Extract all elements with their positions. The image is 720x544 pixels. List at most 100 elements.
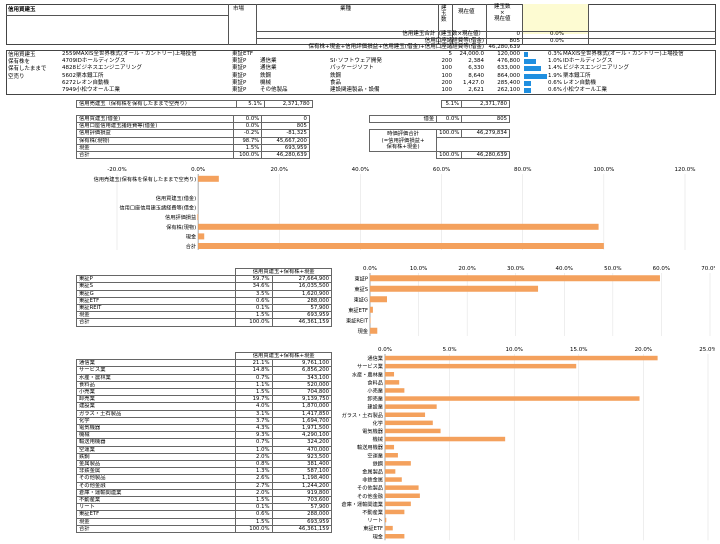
col-qty-header: 建 玉 数 bbox=[441, 5, 447, 23]
tick-label: 40.0% bbox=[352, 167, 369, 173]
holding-pct: 1.0% bbox=[548, 58, 562, 65]
holding-price: 2,621 bbox=[468, 87, 484, 93]
table-cell-value: 16,035,500 bbox=[271, 282, 332, 291]
bar bbox=[385, 477, 402, 482]
table-cell-label: 倉庫・運輸関連業 bbox=[75, 488, 237, 498]
table-row: 輸送用機器 0.7% 324,200 bbox=[75, 438, 332, 447]
category-label: 不動産業 bbox=[362, 508, 383, 516]
holding-sector: 通信業 bbox=[260, 65, 277, 72]
category-label: 建設業 bbox=[367, 403, 383, 411]
balance-table: 信用買建玉(借金) 0.0% 0 借金 0.0% 805 信用口座信用建玉諸経費等(借金)… bbox=[75, 114, 510, 160]
holding-price: 24,000.0 bbox=[459, 51, 485, 57]
tick-label: 120.0% bbox=[675, 167, 696, 173]
holding-value: 476,800 bbox=[497, 58, 520, 65]
table-cell-value: 46,361,159 bbox=[271, 524, 332, 534]
table-cell-value: 1,870,000 bbox=[271, 402, 332, 411]
table-cell-value: 4,290,100 bbox=[271, 431, 332, 440]
table-cell-label: ガラス・土石製品 bbox=[75, 409, 237, 418]
category-label: リート bbox=[367, 518, 383, 524]
table-cell-pct: 1.0% bbox=[235, 445, 273, 454]
table-cell-label: 東証ETF bbox=[75, 296, 237, 306]
short-row-table: 信用売建玉（保有株を保有したままで空売り） 5.1% 2,371,780 5.1… bbox=[76, 99, 510, 109]
tick-label: -20.0% bbox=[107, 167, 126, 173]
table-row: 合計 100.0% 46,361,159 bbox=[75, 524, 332, 534]
sector-table: 信用買建玉+保有株+現金 通信業 21.1% 9,761,100 サービス業 14.8% 6… bbox=[75, 351, 332, 534]
holding-name: レオン自動機 bbox=[76, 79, 110, 86]
category-label: 卸売業 bbox=[367, 395, 383, 403]
holding-name-repeat: 小松ウオール工業 bbox=[563, 87, 608, 93]
table-cell-label: 卸売業 bbox=[75, 395, 237, 404]
holding-code: 4709 bbox=[62, 58, 76, 65]
holding-qty: 200 bbox=[441, 58, 453, 65]
holding-pct: 0.6% bbox=[548, 79, 562, 86]
category-label: 化学 bbox=[373, 419, 383, 427]
holding-price: 2,384 bbox=[468, 58, 484, 65]
tick-label: 20.0% bbox=[458, 266, 475, 272]
table-cell-pct: 34.6% bbox=[235, 282, 273, 291]
table-cell-value: 27,664,900 bbox=[271, 275, 332, 284]
table-cell-pct: 100.0% bbox=[235, 524, 273, 534]
holding-qty: 100 bbox=[441, 87, 453, 93]
table-row: 現金 1.5% 693,959 bbox=[75, 311, 332, 320]
bar bbox=[198, 243, 604, 249]
category-label: 現金 bbox=[358, 327, 369, 335]
category-label: 金属製品 bbox=[362, 467, 383, 475]
holding-code: 6272 bbox=[62, 79, 76, 86]
holding-qty: 100 bbox=[441, 65, 453, 72]
table-cell-label: 東証G bbox=[75, 289, 237, 298]
table-cell-pct: 2.0% bbox=[235, 488, 273, 498]
bar bbox=[385, 444, 395, 450]
tick-label: 40.0% bbox=[556, 266, 573, 272]
holding-code: 7949 bbox=[62, 87, 76, 93]
table-row: 機械 9.3% 4,290,100 bbox=[75, 431, 332, 440]
bar bbox=[385, 534, 405, 539]
table-cell-value: 46,361,159 bbox=[271, 318, 332, 327]
bar bbox=[385, 485, 419, 490]
holding-pct-bar bbox=[524, 80, 532, 86]
market-bar-chart: 0.0% 10.0% 20.0% 30.0% 40.0% 50.0% 60.0% 70.0% 東… bbox=[346, 266, 715, 336]
table-cell-value: 1,244,200 bbox=[271, 481, 332, 490]
summary-label-3: 保有株+現金+信用評価損益+信用建玉(借金)+信用口座諸経費等(借金) bbox=[308, 44, 484, 50]
table-cell-pct: 21.1% bbox=[235, 359, 273, 368]
holdings-frame bbox=[6, 50, 716, 95]
table-cell-label: 合計 bbox=[75, 318, 237, 327]
table-row: 空運業 1.0% 470,000 bbox=[75, 445, 332, 454]
table-row: 鉄鋼 2.0% 923,500 bbox=[75, 452, 332, 462]
summary-label-2: 信用口座諸経費等(借金) bbox=[424, 38, 484, 44]
left-caption: 信用買建玉 保有株を 保有したままで 空売り bbox=[8, 52, 47, 80]
highlight-column bbox=[522, 4, 588, 34]
category-label: 合計 bbox=[186, 242, 196, 250]
table-row: 通信業 21.1% 9,761,100 bbox=[75, 359, 332, 368]
table-cell-value: 57,900 bbox=[271, 503, 332, 512]
holding-name: IDホールディングス bbox=[76, 58, 126, 65]
holding-price: 1,427.0 bbox=[463, 79, 484, 86]
category-label: その他製品 bbox=[357, 484, 383, 492]
table-cell-label: 小売業 bbox=[75, 388, 237, 397]
category-label: 東証ETF bbox=[363, 524, 383, 532]
category-label: 電気機器 bbox=[362, 427, 384, 435]
table-cell-label: 現金 bbox=[75, 517, 237, 526]
table-cell-pct: 0.1% bbox=[235, 503, 273, 512]
bar bbox=[385, 525, 393, 531]
bar bbox=[385, 372, 395, 377]
short-label: 信用売建玉（保有株を保有したままで空売り） bbox=[76, 99, 237, 109]
table-row: 建設業 4.0% 1,870,000 bbox=[75, 402, 332, 411]
table-cell-pct: 1.3% bbox=[235, 467, 273, 476]
category-label: 食料品 bbox=[367, 378, 383, 386]
holding-name-repeat: レオン自動機 bbox=[563, 79, 597, 86]
col-price-header: 現在値 bbox=[458, 9, 475, 15]
tick-label: 5.0% bbox=[443, 347, 457, 353]
holding-market: 東証P bbox=[232, 79, 247, 86]
col-market-header: 市場 bbox=[233, 6, 245, 12]
table-row: 合計 100.0% 46,361,159 bbox=[75, 318, 332, 327]
tick-label: 20.0% bbox=[271, 167, 288, 173]
table-cell-value: 9,761,100 bbox=[271, 359, 332, 368]
category-label: 機械 bbox=[373, 435, 383, 443]
holding-value: 285,400 bbox=[497, 79, 520, 86]
tick-label: 50.0% bbox=[604, 266, 621, 272]
category-label: 現金 bbox=[373, 532, 384, 540]
table-row: 倉庫・運輸関連業 2.0% 919,800 bbox=[75, 488, 332, 498]
tick-label: 60.0% bbox=[433, 167, 450, 173]
bar bbox=[385, 412, 426, 417]
holding-pct: 0.6% bbox=[548, 87, 562, 93]
